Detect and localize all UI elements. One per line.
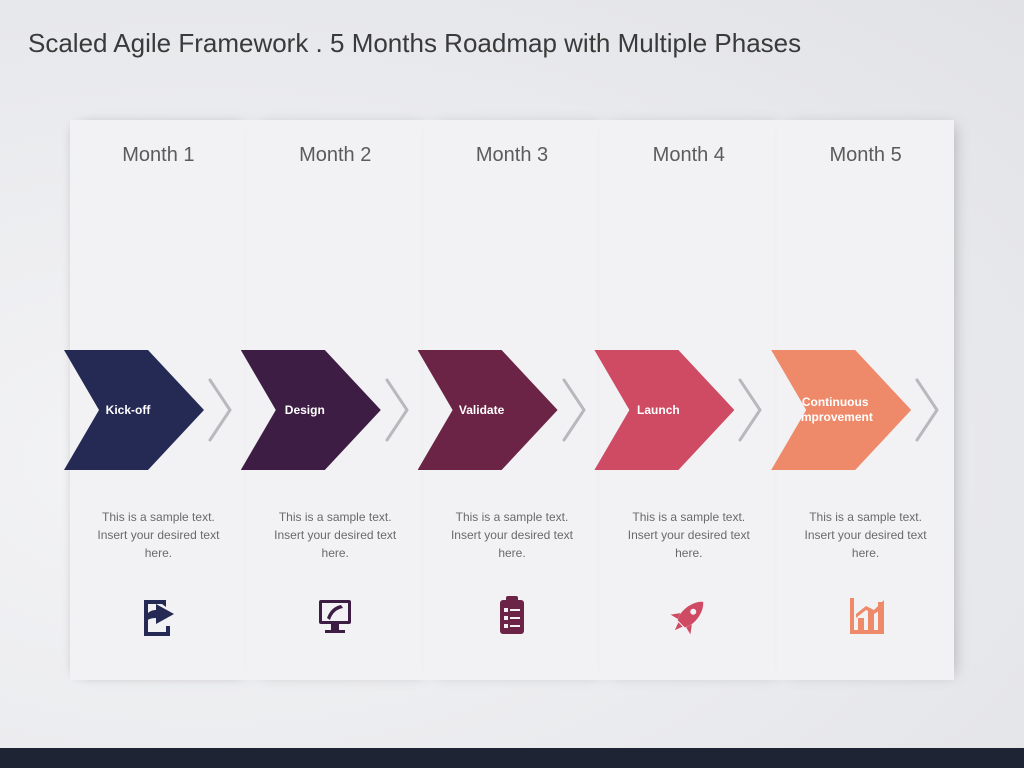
month-label: Month 2	[247, 144, 424, 167]
chevron-icon	[562, 378, 592, 442]
checklist-icon	[490, 594, 534, 638]
phase-description: This is a sample text. Insert your desir…	[424, 508, 601, 562]
phase-column-3: Month 3 Validate This is a sample text. …	[424, 120, 601, 680]
phase-arrow-label: Kick-off	[88, 403, 168, 418]
month-label: Month 4	[600, 144, 777, 167]
chevron-icon	[738, 378, 768, 442]
phase-description: This is a sample text. Insert your desir…	[70, 508, 247, 562]
phase-description: This is a sample text. Insert your desir…	[247, 508, 424, 562]
phase-column-5: Month 5 Continuous Improvement This is a…	[777, 120, 954, 680]
phase-arrow-continuous-improvement: Continuous Improvement	[771, 350, 911, 470]
phase-arrow-label: Design	[265, 403, 345, 418]
phase-description: This is a sample text. Insert your desir…	[777, 508, 954, 562]
month-label: Month 1	[70, 144, 247, 167]
chevron-icon	[915, 378, 945, 442]
phase-arrow-label: Launch	[618, 403, 698, 418]
chevron-icon	[385, 378, 415, 442]
roadmap-stage: Month 1 Kick-off This is a sample text. …	[70, 120, 954, 680]
phase-arrow-validate: Validate	[418, 350, 558, 470]
phase-column-4: Month 4 Launch This is a sample text. In…	[600, 120, 777, 680]
growth-chart-icon	[844, 594, 888, 638]
month-label: Month 3	[424, 144, 601, 167]
bottom-bar	[0, 748, 1024, 768]
phase-description: This is a sample text. Insert your desir…	[600, 508, 777, 562]
phase-arrow-design: Design	[241, 350, 381, 470]
design-monitor-icon	[313, 594, 357, 638]
chevron-icon	[208, 378, 238, 442]
share-doc-icon	[136, 594, 180, 638]
month-label: Month 5	[777, 144, 954, 167]
phase-arrow-kickoff: Kick-off	[64, 350, 204, 470]
rocket-icon	[667, 594, 711, 638]
phase-arrow-label: Continuous Improvement	[795, 395, 875, 425]
phase-arrow-launch: Launch	[594, 350, 734, 470]
phase-column-1: Month 1 Kick-off This is a sample text. …	[70, 120, 247, 680]
phase-arrow-label: Validate	[442, 403, 522, 418]
page-title: Scaled Agile Framework . 5 Months Roadma…	[28, 28, 801, 59]
phase-column-2: Month 2 Design This is a sample text. In…	[247, 120, 424, 680]
